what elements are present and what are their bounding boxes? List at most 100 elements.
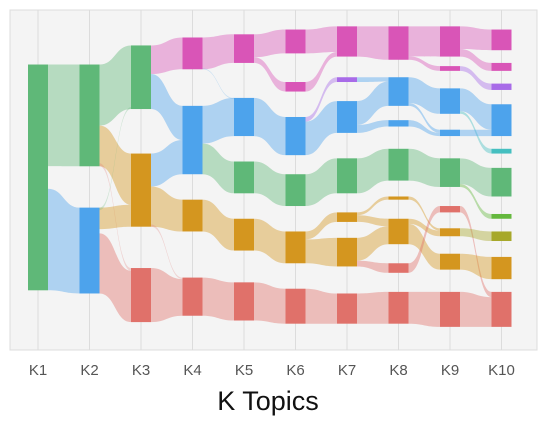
node-k6a	[285, 29, 306, 54]
flow-k7f-k8g	[357, 260, 389, 273]
flow-k8b-k9d	[408, 102, 440, 133]
flow-k6f-k7g	[305, 288, 337, 324]
node-k3a	[131, 45, 151, 110]
flow-k7a-k8a	[357, 26, 389, 60]
flow-k5e-k6f	[254, 282, 286, 324]
node-k9i	[440, 291, 460, 327]
node-k7e	[337, 212, 357, 222]
flow-k6c-k7b	[305, 77, 337, 122]
flow-k8f-k9g	[408, 218, 440, 237]
flow-k2b-k3c	[99, 233, 131, 323]
flow-k9d-k10d	[460, 129, 492, 137]
node-k10i	[491, 256, 512, 280]
flow-k8b-k9c	[408, 77, 440, 114]
node-k9g	[440, 228, 460, 237]
node-k6b	[285, 82, 306, 92]
flow-k2a-k3a	[99, 45, 131, 126]
tick-label-k6: K6	[286, 362, 304, 379]
node-k3c	[131, 268, 151, 323]
node-k9h	[440, 253, 460, 270]
flow-k9g-k10h	[460, 228, 492, 242]
tick-label-k8: K8	[389, 362, 407, 379]
flow-k8a-k9b	[408, 56, 440, 71]
x-axis-title: K Topics	[217, 386, 319, 416]
flow-k8a-k9a	[408, 26, 440, 57]
node-k2b	[79, 207, 100, 294]
node-k6c	[285, 116, 306, 156]
node-k9f	[440, 206, 460, 213]
node-k8e	[388, 196, 409, 200]
node-k8c	[388, 120, 409, 127]
node-k10j	[491, 291, 512, 327]
node-k1a	[28, 64, 48, 291]
node-k4a	[182, 37, 203, 70]
node-k8b	[388, 77, 409, 106]
flow-k5a-k6b	[254, 57, 286, 92]
flow-k1a-k2a	[48, 64, 80, 167]
node-k10f	[491, 167, 512, 197]
tick-label-k2: K2	[80, 362, 98, 379]
flow-k7e-k8e	[357, 196, 389, 216]
node-k10e	[491, 148, 512, 154]
flow-k4b-k5b	[202, 97, 234, 144]
node-k6f	[285, 288, 306, 324]
x-tick-labels: K1 K2 K3 K4 K5 K6 K7 K8 K9 K10	[29, 362, 515, 379]
flow-k3b-k4c	[151, 186, 183, 232]
node-k9e	[440, 158, 460, 187]
flow-k9a-k10b	[460, 49, 492, 71]
flow-k8g-k9f	[408, 206, 440, 273]
node-k8h	[388, 291, 409, 324]
node-k6e	[285, 231, 306, 264]
node-k6d	[285, 174, 306, 207]
flow-k2a-k3b	[99, 125, 131, 205]
flow-k4c-k5d	[202, 199, 234, 251]
node-k5d	[234, 218, 254, 251]
node-k10b	[491, 62, 512, 71]
flow-k4a-k5b	[202, 68, 234, 100]
flow-k9i-k10j	[460, 291, 492, 327]
node-k4c	[182, 199, 203, 232]
flow-k2b-k3b	[99, 204, 131, 230]
flow-k8f-k9h	[408, 223, 440, 270]
tick-label-k3: K3	[132, 362, 150, 379]
tick-label-k5: K5	[235, 362, 253, 379]
node-k5e	[234, 282, 254, 321]
tick-label-k9: K9	[441, 362, 459, 379]
flow-k6b-k7a	[305, 52, 337, 92]
flows	[48, 26, 492, 327]
flow-k7c-k8b	[357, 81, 389, 125]
node-k7c	[337, 101, 357, 133]
node-k7b	[337, 77, 357, 83]
node-k4d	[182, 277, 203, 316]
flow-k9e-k10g	[460, 184, 492, 219]
flow-k3a-k4b	[151, 74, 183, 141]
flow-k3c-k4d	[151, 268, 183, 323]
node-k7d	[337, 158, 357, 194]
flow-k7f-k8f	[357, 226, 389, 261]
flow-k2a-k3c	[99, 163, 131, 271]
node-k7a	[337, 26, 357, 57]
flow-k5c-k6d	[254, 161, 286, 207]
node-k3b	[131, 153, 151, 227]
flow-k5d-k6e	[254, 218, 286, 264]
node-k5a	[234, 34, 254, 63]
flow-k7b-k8b	[357, 77, 389, 83]
tick-label-k10: K10	[488, 362, 515, 379]
node-k8a	[388, 26, 409, 60]
node-k5c	[234, 161, 254, 194]
node-k10c	[491, 83, 512, 90]
flow-k7e-k8f	[357, 215, 389, 227]
flow-k9a-k10a	[460, 26, 492, 51]
flow-k2b-k3a	[99, 107, 131, 211]
flow-k7c-k8c	[357, 120, 389, 133]
node-k2a	[79, 64, 100, 167]
node-k5b	[234, 97, 254, 137]
flow-k1a-k2b	[48, 188, 80, 294]
flow-k9b-k10c	[460, 66, 492, 90]
flow-k6e-k7e	[305, 212, 337, 240]
node-k7g	[337, 293, 357, 324]
flow-k9f-k10j	[460, 206, 492, 298]
tick-label-k7: K7	[338, 362, 356, 379]
nodes	[28, 26, 512, 327]
